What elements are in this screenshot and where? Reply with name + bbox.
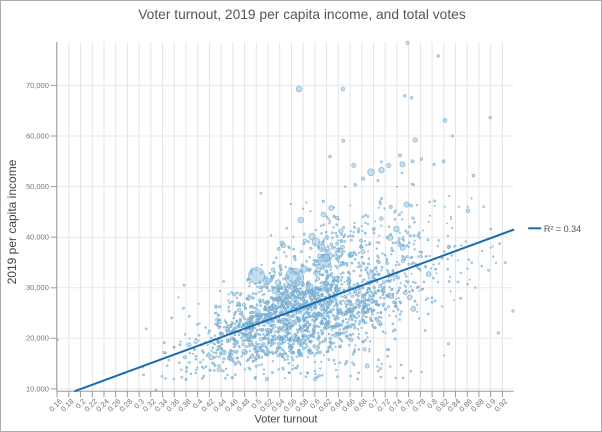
svg-text:60,000: 60,000 <box>26 131 49 140</box>
svg-text:70,000: 70,000 <box>26 81 49 90</box>
svg-text:R² = 0.34: R² = 0.34 <box>544 224 581 234</box>
svg-text:10,000: 10,000 <box>26 384 49 393</box>
svg-text:Voter turnout: Voter turnout <box>255 413 318 425</box>
svg-text:30,000: 30,000 <box>26 283 49 292</box>
svg-text:40,000: 40,000 <box>26 233 49 242</box>
svg-text:20,000: 20,000 <box>26 334 49 343</box>
svg-text:50,000: 50,000 <box>26 182 49 191</box>
svg-text:2019 per capita income: 2019 per capita income <box>5 159 19 284</box>
svg-text:Voter turnout, 2019 per capita: Voter turnout, 2019 per capita income, a… <box>138 7 466 22</box>
